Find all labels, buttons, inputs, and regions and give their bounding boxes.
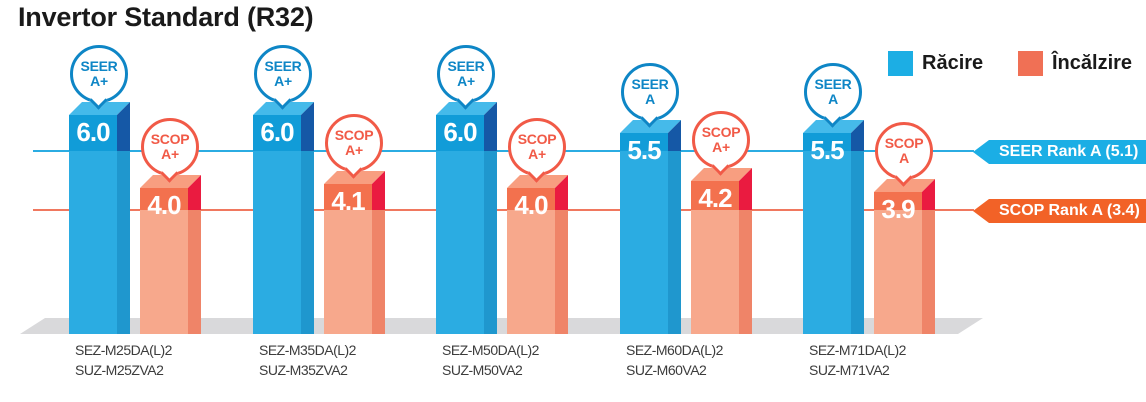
legend-item-racire: Răcire <box>888 51 983 76</box>
chart-title: Invertor Standard (R32) <box>18 2 314 32</box>
scop-bar-value: 4.1 <box>331 186 365 216</box>
scop-bar-value: 4.2 <box>698 183 732 213</box>
seer-bar-side-face <box>117 102 130 334</box>
seer-bar-front-face <box>253 115 301 334</box>
scop-badge: SCOP A+ <box>325 114 383 172</box>
scop-bar-side-face <box>555 175 568 334</box>
seer-bar-front-face <box>803 133 851 334</box>
scop-bar-front-face <box>507 188 555 334</box>
seer-badge-text: A <box>645 91 655 107</box>
model-label: SEZ-M25DA(L)2 <box>75 342 172 358</box>
seer-bar-value: 6.0 <box>443 117 477 147</box>
scop-badge-text: SCOP <box>150 131 190 147</box>
model-label: SUZ-M25ZVA2 <box>75 362 164 378</box>
seer-bar-value: 5.5 <box>810 135 844 165</box>
scop-badge-text: SCOP <box>884 135 924 151</box>
seer-bar-value: 6.0 <box>260 117 294 147</box>
seer-bar-side-face <box>484 102 497 334</box>
model-label: SEZ-M71DA(L)2 <box>809 342 906 358</box>
legend-label-racire: Răcire <box>922 52 984 74</box>
seer-badge-text: A+ <box>90 73 108 89</box>
scop-badge-text: A+ <box>528 146 546 162</box>
model-label: SUZ-M50VA2 <box>442 362 523 378</box>
seer-badge-text: SEER <box>631 76 669 92</box>
scop-badge-text: SCOP <box>701 124 741 140</box>
seer-bar-front-face <box>436 115 484 334</box>
scop-badge-text: A+ <box>161 146 179 162</box>
scop-badge-text: A+ <box>712 139 730 155</box>
seer-bar-value: 5.5 <box>627 135 661 165</box>
seer-badge-text: A+ <box>274 73 292 89</box>
scop-badge: SCOP A+ <box>508 118 566 176</box>
seer-badge-text: SEER <box>80 58 118 74</box>
model-label: SUZ-M60VA2 <box>626 362 707 378</box>
scop-bar-value: 4.0 <box>514 190 548 220</box>
seer-badge-text: A+ <box>457 73 475 89</box>
model-label: SEZ-M60DA(L)2 <box>626 342 723 358</box>
seer-bar-side-face <box>668 120 681 334</box>
model-label: SEZ-M50DA(L)2 <box>442 342 539 358</box>
scop-bar-side-face <box>372 171 385 334</box>
legend-item-incalzire: Încălzire <box>1018 51 1132 76</box>
model-label: SUZ-M71VA2 <box>809 362 890 378</box>
seer-badge-text: SEER <box>814 76 852 92</box>
scop-bar-side-face <box>739 168 752 334</box>
scop-badge-text: A+ <box>345 142 363 158</box>
model-label: SEZ-M35DA(L)2 <box>259 342 356 358</box>
scop-badge-text: SCOP <box>517 131 557 147</box>
seer-badge-text: A <box>828 91 838 107</box>
scop-bar-value: 3.9 <box>881 194 915 224</box>
scop-badge-text: A <box>899 150 909 166</box>
scop-rank-tag: SCOP Rank A (3.4) <box>973 199 1146 223</box>
seer-bar-front-face <box>69 115 117 334</box>
scop-bar-front-face <box>874 192 922 334</box>
scop-rank-line <box>33 209 974 211</box>
seer-badge-text: SEER <box>447 58 485 74</box>
seer-bar-value: 6.0 <box>76 117 110 147</box>
seer-bar-side-face <box>851 120 864 334</box>
legend-swatch-incalzire <box>1018 51 1043 76</box>
legend-label-incalzire: Încălzire <box>1052 52 1133 74</box>
seer-bar-side-face <box>301 102 314 334</box>
scop-bar-side-face <box>188 175 201 334</box>
scop-bar-side-face <box>922 179 935 334</box>
scop-bar-front-face <box>140 188 188 334</box>
scop-bar-front-face <box>691 181 739 334</box>
legend-swatch-racire <box>888 51 913 76</box>
seer-badge-text: SEER <box>264 58 302 74</box>
seer-rank-line <box>33 150 974 152</box>
scop-bar-value: 4.0 <box>147 190 181 220</box>
model-label: SUZ-M35ZVA2 <box>259 362 348 378</box>
seer-badge: SEER A+ <box>254 45 312 103</box>
scop-bar-front-face <box>324 184 372 334</box>
scop-badge-text: SCOP <box>334 127 374 143</box>
seer-rank-tag: SEER Rank A (5.1) <box>973 140 1146 164</box>
seer-bar-front-face <box>620 133 668 334</box>
